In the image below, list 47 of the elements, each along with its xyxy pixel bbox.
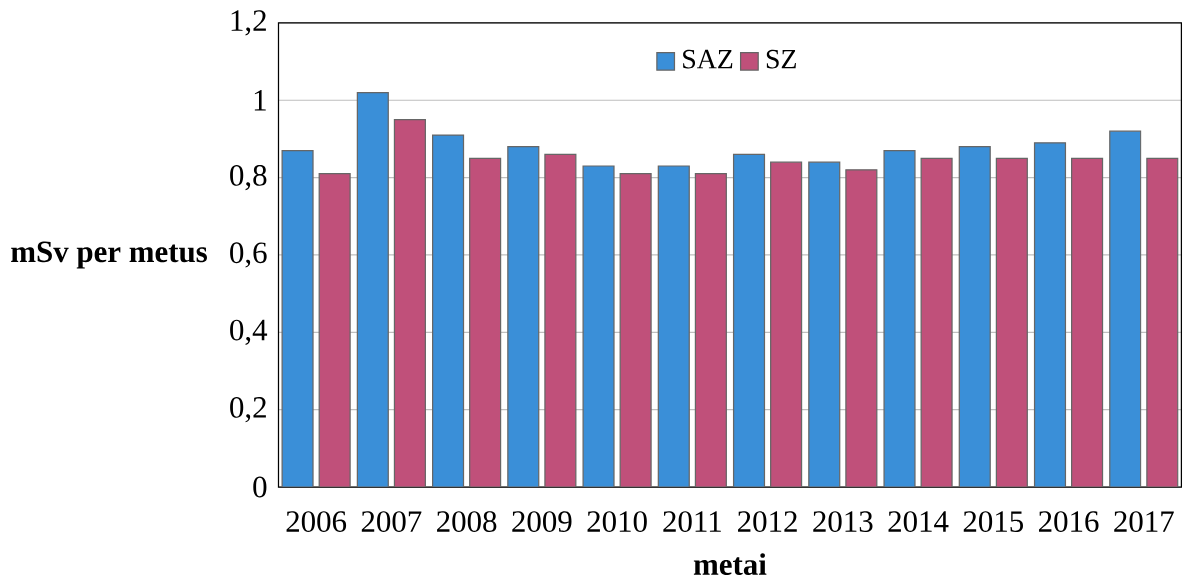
bar — [318, 172, 351, 487]
legend-label: SZ — [766, 49, 796, 69]
x-tick-label: 2011 — [663, 511, 721, 532]
y-axis-title: mSv per metus — [11, 241, 207, 269]
bar — [582, 165, 615, 487]
bar — [544, 153, 577, 487]
bar — [995, 157, 1028, 487]
x-tick-label: 2017 — [1114, 511, 1174, 532]
y-tick-label: 0 — [253, 476, 267, 498]
bar — [808, 161, 841, 487]
x-tick-label: 2006 — [286, 511, 347, 532]
bar — [920, 157, 953, 487]
y-tick-label: 0,4 — [230, 319, 268, 345]
x-tick-label: 2015 — [963, 511, 1023, 532]
bar — [619, 172, 652, 487]
bar — [770, 161, 803, 487]
x-tick-label: 2013 — [813, 511, 873, 532]
bar — [431, 134, 465, 487]
legend-label: SAZ — [683, 49, 733, 69]
bar — [393, 118, 426, 487]
x-tick-label: 2016 — [1038, 511, 1099, 532]
x-tick-label: 2008 — [437, 511, 497, 532]
bar — [507, 145, 540, 487]
bar — [1033, 142, 1067, 487]
bar — [1071, 157, 1104, 487]
x-tick-label: 2007 — [361, 511, 422, 532]
bar — [883, 149, 916, 487]
bar — [281, 149, 314, 487]
bar — [469, 157, 502, 487]
bar — [657, 165, 690, 487]
x-tick-label: 2009 — [512, 511, 572, 532]
bar — [845, 169, 878, 487]
bar — [356, 91, 389, 487]
bar — [958, 145, 991, 487]
x-tick-label: 2010 — [587, 511, 647, 532]
bar — [1109, 130, 1142, 487]
y-tick-label: 0,8 — [230, 164, 267, 191]
x-axis-title: metai — [693, 553, 767, 575]
bar — [694, 172, 727, 487]
x-tick-label: 2012 — [738, 511, 797, 532]
bar — [732, 153, 766, 487]
y-tick-label: 0,6 — [230, 242, 267, 268]
bar — [1146, 157, 1179, 487]
y-tick-label: 1 — [254, 89, 266, 111]
y-tick-label: 0,2 — [230, 396, 266, 423]
x-tick-label: 2014 — [888, 511, 949, 532]
y-tick-label: 1,2 — [231, 10, 266, 36]
